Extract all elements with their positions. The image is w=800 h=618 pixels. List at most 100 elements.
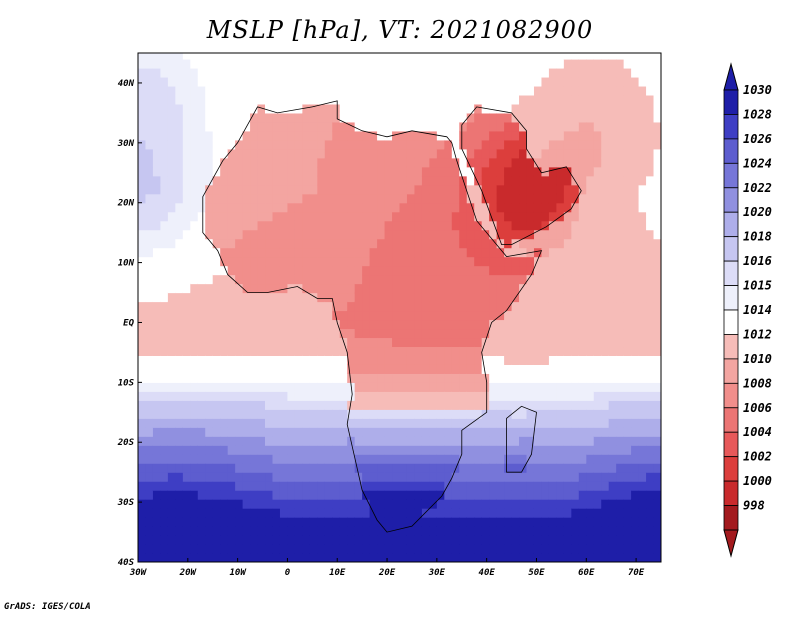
field-cell: [571, 103, 580, 114]
field-cell: [347, 544, 356, 554]
field-cell: [623, 328, 632, 339]
field-cell: [466, 427, 475, 437]
field-cell: [444, 535, 453, 545]
field-cell: [541, 274, 550, 285]
field-cell: [496, 544, 505, 554]
field-cell: [421, 319, 430, 330]
field-cell: [511, 499, 520, 509]
field-cell: [302, 553, 311, 562]
field-cell: [406, 67, 416, 78]
field-cell: [631, 481, 640, 491]
field-cell: [250, 400, 259, 410]
field-cell: [481, 418, 490, 428]
field-cell: [504, 337, 513, 348]
field-cell: [220, 139, 229, 150]
field-cell: [489, 247, 498, 258]
field-cell: [474, 184, 483, 195]
field-cell: [474, 481, 483, 491]
field-cell: [190, 508, 199, 518]
field-cell: [481, 67, 490, 78]
field-cell: [167, 130, 176, 141]
field-cell: [384, 67, 393, 78]
field-cell: [220, 463, 229, 473]
field-cell: [242, 310, 251, 321]
field-cell: [190, 85, 199, 96]
field-cell: [152, 544, 162, 554]
field-cell: [466, 130, 475, 141]
field-cell: [533, 544, 543, 554]
field-cell: [235, 211, 244, 222]
field-cell: [548, 508, 557, 518]
field-cell: [496, 436, 505, 446]
field-cell: [466, 53, 475, 60]
field-cell: [392, 301, 401, 312]
field-cell: [190, 265, 199, 276]
field-cell: [504, 238, 513, 249]
field-cell: [167, 481, 176, 491]
field-cell: [175, 355, 184, 365]
field-cell: [377, 490, 386, 500]
field-cell: [235, 238, 244, 249]
field-cell: [347, 346, 356, 356]
field-cell: [362, 301, 371, 312]
field-cell: [250, 112, 259, 123]
field-cell: [608, 517, 617, 527]
field-cell: [608, 85, 617, 96]
field-cell: [616, 274, 625, 285]
field-cell: [369, 409, 378, 419]
field-cell: [444, 418, 453, 428]
field-cell: [182, 535, 191, 545]
field-cell: [324, 166, 333, 177]
field-cell: [272, 247, 281, 258]
field-cell: [481, 166, 490, 177]
field-cell: [578, 472, 587, 482]
field-cell: [444, 301, 453, 312]
field-cell: [451, 193, 460, 204]
field-cell: [414, 58, 423, 69]
field-cell: [571, 238, 580, 249]
field-cell: [399, 319, 408, 330]
field-cell: [504, 130, 513, 141]
field-cell: [152, 400, 162, 410]
field-cell: [474, 490, 483, 500]
field-cell: [429, 391, 438, 401]
field-cell: [616, 85, 625, 96]
field-cell: [451, 391, 460, 401]
field-cell: [466, 481, 475, 491]
field-cell: [175, 418, 184, 428]
field-cell: [608, 220, 617, 231]
field-cell: [332, 166, 341, 177]
field-cell: [347, 265, 356, 276]
field-cell: [429, 301, 438, 312]
field-cell: [197, 391, 206, 401]
field-cell: [242, 328, 251, 339]
field-cell: [354, 53, 363, 60]
field-cell: [601, 481, 610, 491]
field-cell: [653, 211, 661, 222]
field-cell: [242, 157, 251, 168]
field-cell: [294, 283, 303, 294]
field-cell: [429, 283, 438, 294]
field-cell: [631, 292, 640, 303]
field-cell: [436, 265, 445, 276]
field-cell: [235, 364, 244, 374]
field-cell: [563, 193, 572, 204]
field-cell: [279, 103, 289, 114]
field-cell: [294, 211, 303, 222]
field-cell: [309, 337, 318, 348]
field-cell: [541, 211, 550, 222]
field-cell: [257, 211, 266, 222]
field-cell: [459, 400, 468, 410]
field-cell: [601, 364, 610, 374]
field-cell: [145, 256, 154, 267]
field-cell: [392, 337, 401, 348]
field-cell: [369, 445, 378, 455]
field-cell: [466, 535, 475, 545]
field-cell: [638, 53, 647, 60]
field-cell: [631, 85, 640, 96]
field-cell: [369, 274, 378, 285]
field-cell: [167, 139, 176, 150]
field-cell: [294, 76, 303, 87]
field-cell: [511, 400, 520, 410]
field-cell: [653, 508, 661, 518]
